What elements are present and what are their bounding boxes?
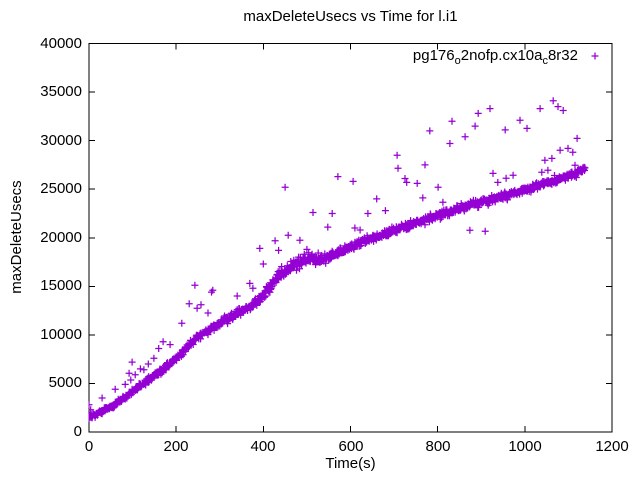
y-tick-label: 25000 <box>40 180 82 197</box>
x-tick-label: 400 <box>250 438 276 455</box>
legend-series-label: pg176o2nofp.cx10ac8r32 <box>412 47 578 67</box>
y-tick-label: 20000 <box>40 229 82 246</box>
y-tick-label: 5000 <box>48 374 82 391</box>
y-tick-label: 35000 <box>40 83 82 100</box>
y-tick-label: 0 <box>73 423 82 440</box>
x-tick-label: 1200 <box>595 438 629 455</box>
x-tick-label: 200 <box>163 438 189 455</box>
chart-title: maxDeleteUsecs vs Time for l.i1 <box>243 8 458 25</box>
legend-plus-marker-icon <box>591 52 599 60</box>
legend: pg176o2nofp.cx10ac8r32 <box>298 47 578 70</box>
y-tick-label: 30000 <box>40 132 82 149</box>
y-axis-label: maxDeleteUsecs <box>8 180 25 294</box>
y-tick-label: 40000 <box>40 35 82 52</box>
x-tick-label: 0 <box>84 438 94 455</box>
x-axis-label: Time(s) <box>325 455 376 472</box>
y-tick-label: 15000 <box>40 277 82 294</box>
x-tick-label: 800 <box>425 438 451 455</box>
y-tick-label: 10000 <box>40 326 82 343</box>
x-tick-label: 600 <box>338 438 364 455</box>
x-tick-label: 1000 <box>508 438 542 455</box>
